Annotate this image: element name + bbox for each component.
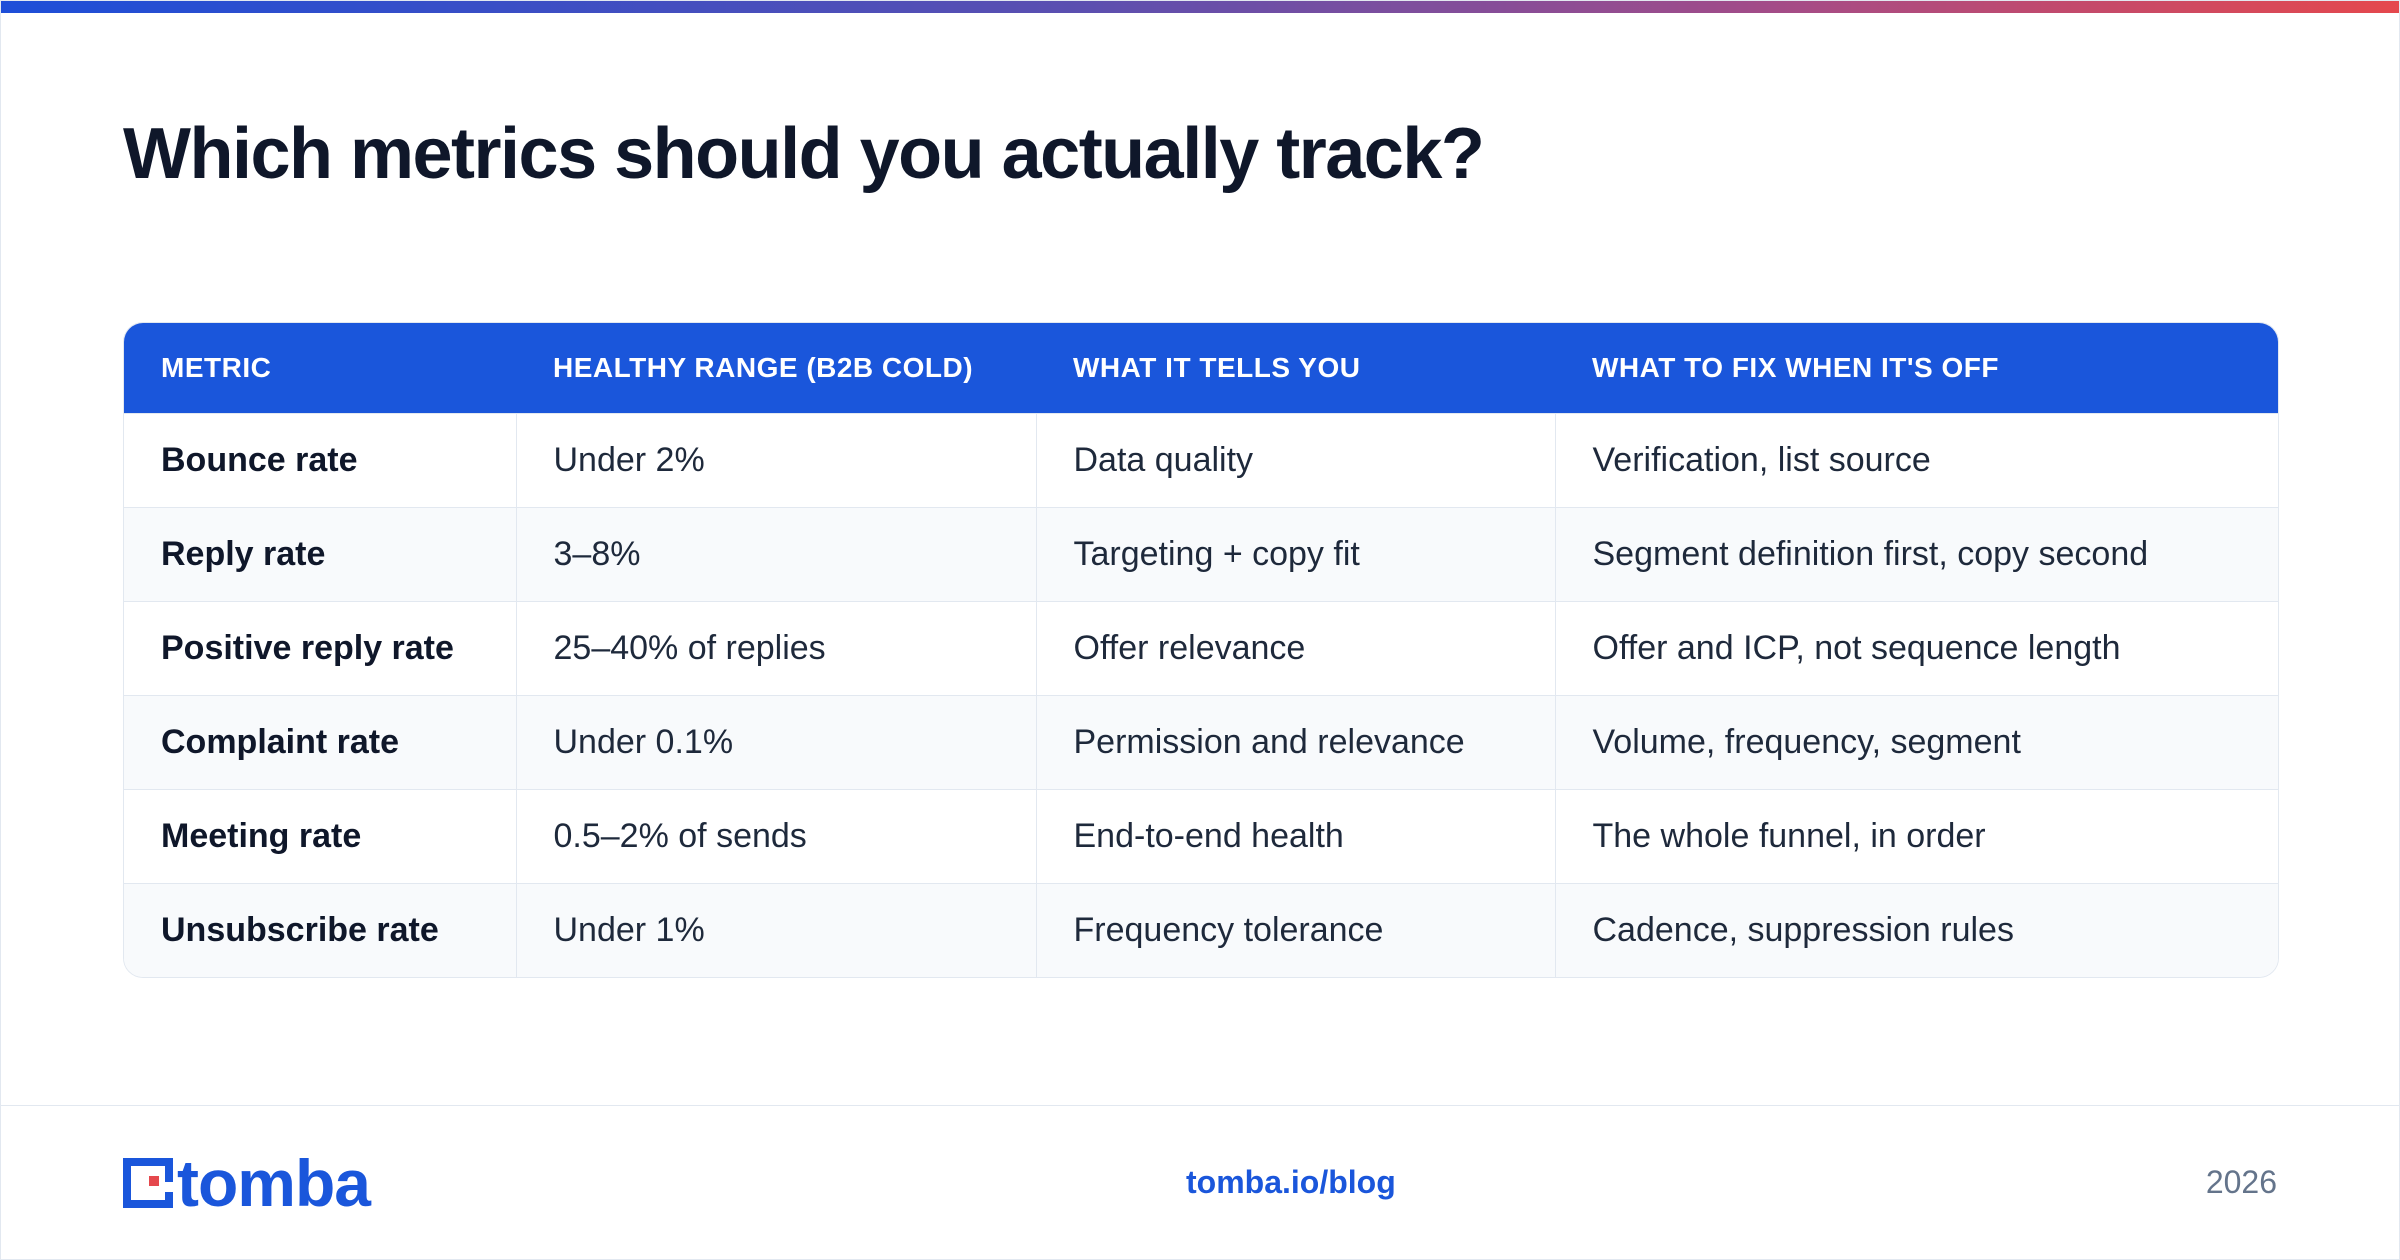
what-it-tells: Frequency tolerance [1035,882,1555,977]
page-title: Which metrics should you actually track? [123,114,1485,194]
header-what-it-tells-you: WHAT IT TELLS YOU [1073,351,1361,383]
metrics-table-container: METRIC HEALTHY RANGE (B2B COLD) WHAT IT … [123,322,2279,978]
footer: tomba tomba.io/blog 2026 [1,1105,2399,1259]
what-it-tells: End-to-end health [1035,788,1555,883]
metric-name: Unsubscribe rate [124,882,516,977]
metric-name: Meeting rate [124,788,516,883]
metric-name: Complaint rate [124,694,516,789]
metric-name: Reply rate [124,506,516,601]
metrics-table: METRIC HEALTHY RANGE (B2B COLD) WHAT IT … [124,323,2278,977]
healthy-range: Under 1% [515,882,1036,977]
what-to-fix: Verification, list source [1554,412,2278,507]
what-it-tells: Permission and relevance [1035,694,1555,789]
what-to-fix: The whole funnel, in order [1554,788,2278,883]
header-what-to-fix: WHAT TO FIX WHEN IT'S OFF [1592,351,1999,383]
header-metric: METRIC [161,351,272,383]
table-row: Unsubscribe rate Under 1% Frequency tole… [124,882,2278,977]
tomba-logo-icon [123,1158,173,1208]
what-it-tells: Offer relevance [1035,600,1555,695]
blog-link[interactable]: tomba.io/blog [1186,1164,1396,1200]
table-row: Positive reply rate 25–40% of replies Of… [124,600,2278,695]
healthy-range: Under 0.1% [515,694,1036,789]
what-it-tells: Data quality [1035,412,1555,507]
tomba-logo[interactable]: tomba [123,1146,371,1220]
what-to-fix: Segment definition first, copy second [1554,506,2278,601]
footer-year: 2026 [2205,1164,2277,1200]
what-to-fix: Offer and ICP, not sequence length [1554,600,2278,695]
gradient-top-bar [1,1,2399,13]
what-it-tells: Targeting + copy fit [1035,506,1555,601]
healthy-range: 25–40% of replies [515,600,1036,695]
healthy-range: 0.5–2% of sends [515,788,1036,883]
healthy-range: Under 2% [515,412,1036,507]
healthy-range: 3–8% [515,506,1036,601]
metric-name: Bounce rate [124,412,516,507]
header-healthy-range: HEALTHY RANGE (B2B COLD) [553,351,974,383]
table-row: Reply rate 3–8% Targeting + copy fit Seg… [124,506,2278,601]
metric-name: Positive reply rate [124,600,516,695]
logo-text: tomba [177,1146,371,1220]
what-to-fix: Cadence, suppression rules [1554,882,2278,977]
table-row: Complaint rate Under 0.1% Permission and… [124,694,2278,789]
table-header-row: METRIC HEALTHY RANGE (B2B COLD) WHAT IT … [124,323,2278,413]
table-row: Meeting rate 0.5–2% of sends End-to-end … [124,788,2278,883]
table-row: Bounce rate Under 2% Data quality Verifi… [124,412,2278,507]
what-to-fix: Volume, frequency, segment [1554,694,2278,789]
